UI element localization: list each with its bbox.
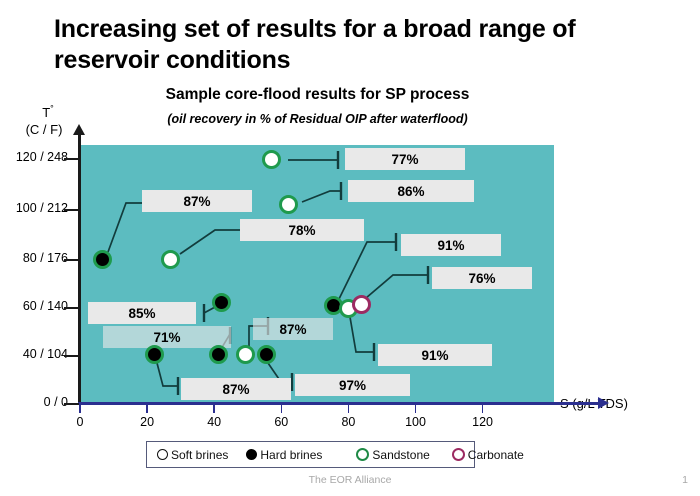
x-axis-tick-mark <box>481 404 484 413</box>
data-point-soft-carbonate[interactable] <box>351 294 371 314</box>
y-axis-tick-mark <box>64 355 79 357</box>
legend-item-label: Carbonate <box>467 447 524 462</box>
x-axis-tick-mark <box>79 404 81 413</box>
legend-item-label: Soft brines <box>171 447 229 462</box>
x-axis-tick-label: 100 <box>405 415 426 429</box>
recovery-callout: 86% <box>348 180 474 202</box>
x-axis-tick-label: 40 <box>207 415 222 429</box>
legend-item-carbonate[interactable]: Carbonate <box>430 448 524 462</box>
y-axis-tick-label: 40 / 104 <box>22 347 68 361</box>
y-axis-tick-label: 100 / 212 <box>15 201 68 215</box>
x-axis-tick-mark <box>213 404 215 413</box>
x-axis-line <box>78 402 600 405</box>
data-point-hard-sandstone[interactable] <box>208 344 228 364</box>
legend-item-label: Hard brines <box>260 447 323 462</box>
footer-text: The EOR Alliance <box>308 474 392 486</box>
x-axis-tick-label: 0 <box>76 415 84 429</box>
recovery-callout: 87% <box>253 318 333 340</box>
soft-brines-marker-icon <box>157 449 168 460</box>
y-axis-tick-mark <box>64 307 79 309</box>
x-axis-tick-mark <box>414 404 417 413</box>
x-axis-tick-mark <box>347 404 350 413</box>
recovery-callout: 91% <box>378 344 492 366</box>
y-axis-arrow-icon <box>73 124 85 135</box>
y-axis-tick-label: 0 / 0 <box>43 395 68 409</box>
recovery-callout: 85% <box>88 302 196 324</box>
legend-item-sandstone[interactable]: Sandstone <box>322 447 430 462</box>
sandstone-marker-icon <box>356 448 370 461</box>
data-point-hard-sandstone[interactable] <box>256 344 276 364</box>
recovery-callout: 91% <box>401 234 501 256</box>
y-axis-line <box>78 133 81 404</box>
y-axis-title-symbol: T° <box>22 104 74 120</box>
y-axis-tick-label: 120 / 248 <box>15 150 68 164</box>
x-axis-tick-label: 80 <box>341 415 356 429</box>
recovery-callout: 87% <box>142 190 252 212</box>
data-point-hard-sandstone[interactable] <box>144 344 164 364</box>
data-point-soft-sandstone[interactable] <box>235 344 255 364</box>
x-axis-tick-mark <box>280 404 283 413</box>
y-axis-tick-mark <box>64 403 79 405</box>
data-point-hard-sandstone[interactable] <box>211 292 231 312</box>
x-axis-arrow-icon <box>598 397 609 409</box>
legend-item-label: Sandstone <box>372 447 430 462</box>
y-axis-tick-mark <box>64 158 79 160</box>
recovery-callout: 97% <box>295 374 410 396</box>
chart-legend: Soft brines Hard brines Sandstone Carbonate <box>146 441 524 468</box>
x-axis-tick-label: 20 <box>140 415 155 429</box>
x-axis-tick-mark <box>146 404 148 413</box>
x-axis-tick-label: 120 <box>472 415 494 429</box>
hard-brines-marker-icon <box>246 449 258 460</box>
carbonate-marker-icon <box>451 448 465 461</box>
page-number: 1 <box>682 474 688 486</box>
data-point-soft-sandstone[interactable] <box>261 149 281 169</box>
page-title: Increasing set of results for a broad ra… <box>54 15 576 74</box>
y-axis-tick-label: 60 / 140 <box>22 299 68 313</box>
y-axis-tick-label: 80 / 176 <box>22 251 68 265</box>
legend-item-soft-brines[interactable]: Soft brines <box>147 448 228 462</box>
y-axis-title-text: T° <box>42 104 54 121</box>
y-axis-title-units: (C / F) <box>25 122 63 137</box>
recovery-callout: 77% <box>345 148 465 170</box>
data-point-hard-sandstone[interactable] <box>92 249 112 269</box>
x-axis-tick-label: 60 <box>274 415 289 429</box>
recovery-callout: 76% <box>432 267 532 289</box>
chart-subtitle: (oil recovery in % of Residual OIP after… <box>167 112 468 126</box>
chart-title: Sample core-flood results for SP process <box>165 86 470 103</box>
y-axis-tick-mark <box>64 209 79 211</box>
y-axis-tick-mark <box>64 259 79 261</box>
data-point-soft-sandstone[interactable] <box>160 249 180 269</box>
data-point-soft-sandstone[interactable] <box>278 194 298 214</box>
legend-item-hard-brines[interactable]: Hard brines <box>228 448 322 462</box>
recovery-callout: 87% <box>181 378 291 400</box>
recovery-callout: 78% <box>240 219 364 241</box>
recovery-callout: 71% <box>103 326 231 348</box>
